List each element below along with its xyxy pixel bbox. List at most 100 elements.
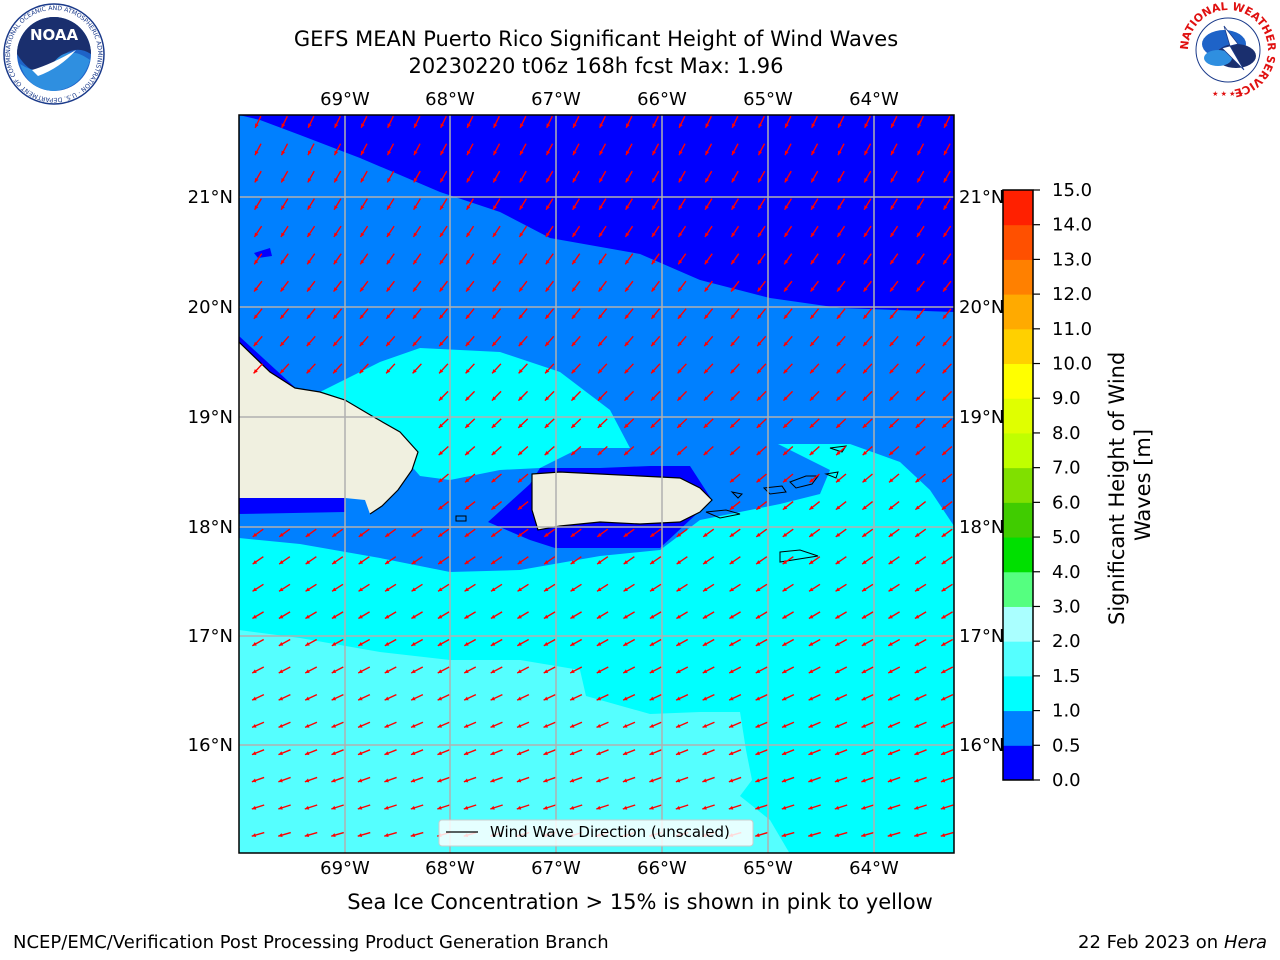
colorbar-tick-label: 13.0 (1052, 249, 1092, 270)
wind-wave-arrow (306, 335, 316, 347)
wind-wave-arrow (331, 583, 344, 592)
wind-wave-arrow (279, 363, 290, 374)
wind-wave-arrow (782, 583, 794, 592)
wind-wave-arrow (360, 115, 368, 129)
wind-wave-arrow (623, 528, 635, 538)
wind-wave-arrow (280, 170, 289, 183)
wind-wave-arrow (809, 390, 820, 402)
wind-wave-arrow (705, 115, 712, 129)
wind-wave-arrow (307, 143, 315, 156)
wind-wave-arrow (306, 280, 316, 293)
wind-wave-arrow (331, 556, 344, 565)
wind-wave-arrow (889, 253, 899, 265)
wind-wave-arrow (598, 170, 607, 183)
wind-wave-arrow (306, 308, 316, 320)
wind-wave-arrow (597, 418, 608, 429)
wind-wave-arrow (702, 721, 715, 729)
wind-wave-arrow (888, 583, 900, 592)
wind-wave-arrow (545, 225, 554, 238)
colorbar-tick-label: 15.0 (1052, 180, 1092, 201)
wind-wave-arrow (278, 638, 291, 647)
colorbar-segment (1003, 294, 1033, 330)
wind-wave-arrow (490, 776, 503, 783)
wind-wave-arrow (678, 115, 686, 129)
wind-wave-arrow (570, 390, 582, 402)
wind-wave-arrow (887, 638, 901, 647)
wind-wave-arrow (517, 501, 529, 511)
wind-wave-arrow (835, 473, 847, 483)
wind-wave-arrow (305, 583, 317, 592)
wind-wave-arrow (439, 280, 448, 293)
wind-wave-arrow (596, 556, 609, 565)
wind-wave-arrow (492, 170, 501, 183)
wind-wave-arrow (914, 721, 927, 729)
wind-wave-arrow (598, 143, 607, 156)
wind-wave-arrow (386, 280, 395, 293)
wind-wave-arrow (357, 638, 371, 647)
wind-wave-arrow (783, 280, 793, 293)
colorbar-tick-label: 12.0 (1052, 284, 1092, 305)
wind-wave-arrow (757, 143, 766, 156)
wind-wave-arrow (702, 804, 715, 810)
wind-wave-arrow (571, 253, 581, 265)
wind-wave-arrow (703, 363, 714, 374)
lon-label-top: 65°W (743, 89, 793, 110)
wind-wave-arrow (755, 666, 768, 674)
wind-wave-arrow (702, 638, 715, 647)
wind-wave-arrow (808, 721, 821, 729)
colorbar-segment (1003, 190, 1033, 226)
wind-wave-arrow (333, 170, 342, 183)
lon-label-bottom: 64°W (849, 858, 899, 879)
wind-wave-arrow (466, 170, 474, 183)
wind-wave-arrow (888, 418, 900, 429)
lat-label-left: 17°N (188, 626, 233, 647)
wind-wave-arrow (384, 638, 397, 647)
wind-wave-arrow (755, 556, 768, 565)
wind-wave-arrow (888, 390, 900, 402)
wind-wave-arrow (730, 225, 740, 238)
wind-wave-arrow (386, 225, 395, 238)
wind-wave-arrow (357, 693, 371, 701)
wind-wave-arrow (862, 363, 873, 374)
wind-wave-arrow (782, 445, 794, 456)
wind-wave-arrow (887, 776, 901, 783)
lat-label-right: 21°N (959, 187, 1004, 208)
wind-wave-arrow (544, 418, 555, 429)
wind-wave-arrow (940, 721, 954, 729)
wind-wave-arrow (916, 170, 925, 183)
wind-wave-arrow (463, 749, 477, 756)
wind-wave-arrow (410, 776, 424, 783)
wind-wave-arrow (784, 115, 792, 129)
wind-wave-arrow (728, 638, 742, 647)
wind-wave-arrow (888, 473, 900, 483)
wind-wave-arrow (650, 445, 661, 456)
wind-wave-arrow (756, 308, 767, 320)
lat-label-right: 19°N (959, 407, 1004, 428)
wind-wave-arrow (464, 501, 476, 511)
wind-wave-arrow (384, 749, 397, 756)
wind-wave-arrow (251, 693, 265, 701)
wind-wave-arrow (491, 445, 502, 456)
colorbar-segment (1003, 502, 1033, 538)
wind-wave-arrow (278, 583, 291, 592)
wind-wave-arrow (755, 776, 768, 783)
wind-wave-arrow (625, 115, 633, 129)
wind-wave-arrow (914, 638, 927, 647)
wind-wave-arrow (915, 445, 926, 456)
wind-wave-arrow (675, 776, 689, 783)
map-grid (239, 115, 954, 853)
wind-wave-arrow (782, 473, 794, 483)
wind-wave-arrow (941, 418, 953, 429)
wave-band-0.0-0.5-hispaniola-south (239, 498, 345, 514)
wind-wave-arrow (837, 170, 845, 183)
colorbar-segment (1003, 641, 1033, 677)
wind-wave-arrow (914, 693, 927, 701)
wind-wave-arrow (675, 666, 689, 674)
colorbar-tick-label: 7.0 (1052, 458, 1081, 479)
colorbar-segment (1003, 432, 1033, 469)
wind-wave-arrow (704, 198, 713, 211)
wind-wave-arrow (702, 611, 715, 620)
wind-wave-arrow (384, 831, 397, 838)
wind-wave-arrow (677, 280, 687, 293)
wind-wave-arrow (729, 445, 741, 456)
